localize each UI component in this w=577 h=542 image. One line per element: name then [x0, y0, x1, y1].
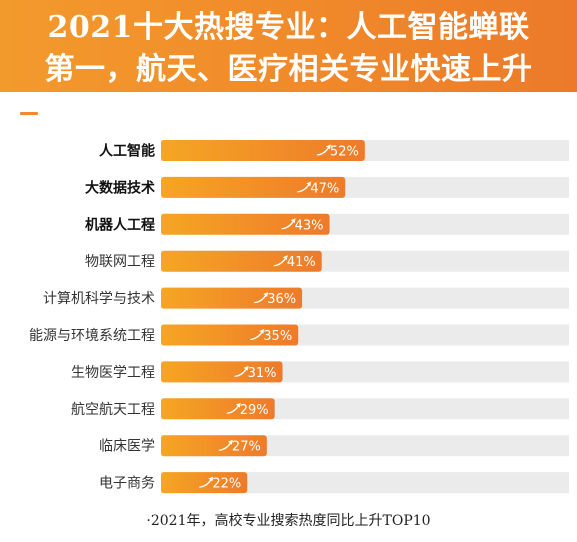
value-label: 22% — [212, 477, 241, 492]
trend-up-icon — [316, 144, 331, 156]
category-label: 航空航天工程 — [71, 402, 155, 418]
accent-dash — [20, 112, 38, 115]
bar — [161, 140, 365, 161]
trend-up-icon — [254, 292, 269, 304]
category-label: 临床医学 — [99, 439, 155, 455]
category-label: 电子商务 — [99, 476, 155, 492]
category-label: 人工智能 — [99, 143, 155, 160]
chart-footnote: ·2021年，高校专业搜索热度同比上升TOP10 — [146, 513, 431, 529]
header-title-line-1: 2021十大热搜专业：人工智能蝉联 — [47, 10, 530, 45]
category-label: 物联网工程 — [85, 254, 155, 270]
category-label: 生物医学工程 — [71, 365, 155, 381]
value-label: 31% — [248, 366, 277, 381]
category-label: 计算机科学与技术 — [43, 291, 155, 307]
trend-up-icon — [234, 365, 249, 377]
bar — [161, 361, 283, 383]
bar — [161, 176, 346, 198]
bar — [161, 398, 275, 420]
value-label: 29% — [240, 403, 269, 418]
category-label: 大数据技术 — [85, 179, 155, 196]
bar-track — [161, 472, 569, 494]
value-label: 43% — [295, 218, 324, 233]
value-label: 52% — [330, 145, 359, 160]
trend-up-icon — [281, 218, 296, 230]
trend-up-icon — [226, 402, 241, 414]
trend-up-icon — [218, 439, 233, 451]
value-label: 41% — [287, 255, 316, 270]
header-title-line-2: 第一，航天、医疗相关专业快速上升 — [44, 52, 533, 87]
header-banner: 2021十大热搜专业：人工智能蝉联 第一，航天、医疗相关专业快速上升 — [0, 0, 577, 92]
value-label: 36% — [267, 292, 296, 307]
bar — [161, 250, 322, 272]
category-label: 机器人工程 — [85, 216, 155, 233]
trend-up-icon — [297, 181, 312, 193]
value-label: 47% — [310, 181, 339, 196]
trend-up-icon — [250, 329, 265, 340]
value-label: 35% — [263, 329, 292, 344]
category-label: 能源与环境系统工程 — [29, 328, 155, 344]
trend-up-icon — [199, 476, 214, 488]
trend-up-icon — [273, 255, 288, 267]
bar — [161, 435, 267, 457]
bar — [161, 472, 248, 494]
bar — [161, 213, 330, 235]
value-label: 27% — [232, 440, 261, 455]
